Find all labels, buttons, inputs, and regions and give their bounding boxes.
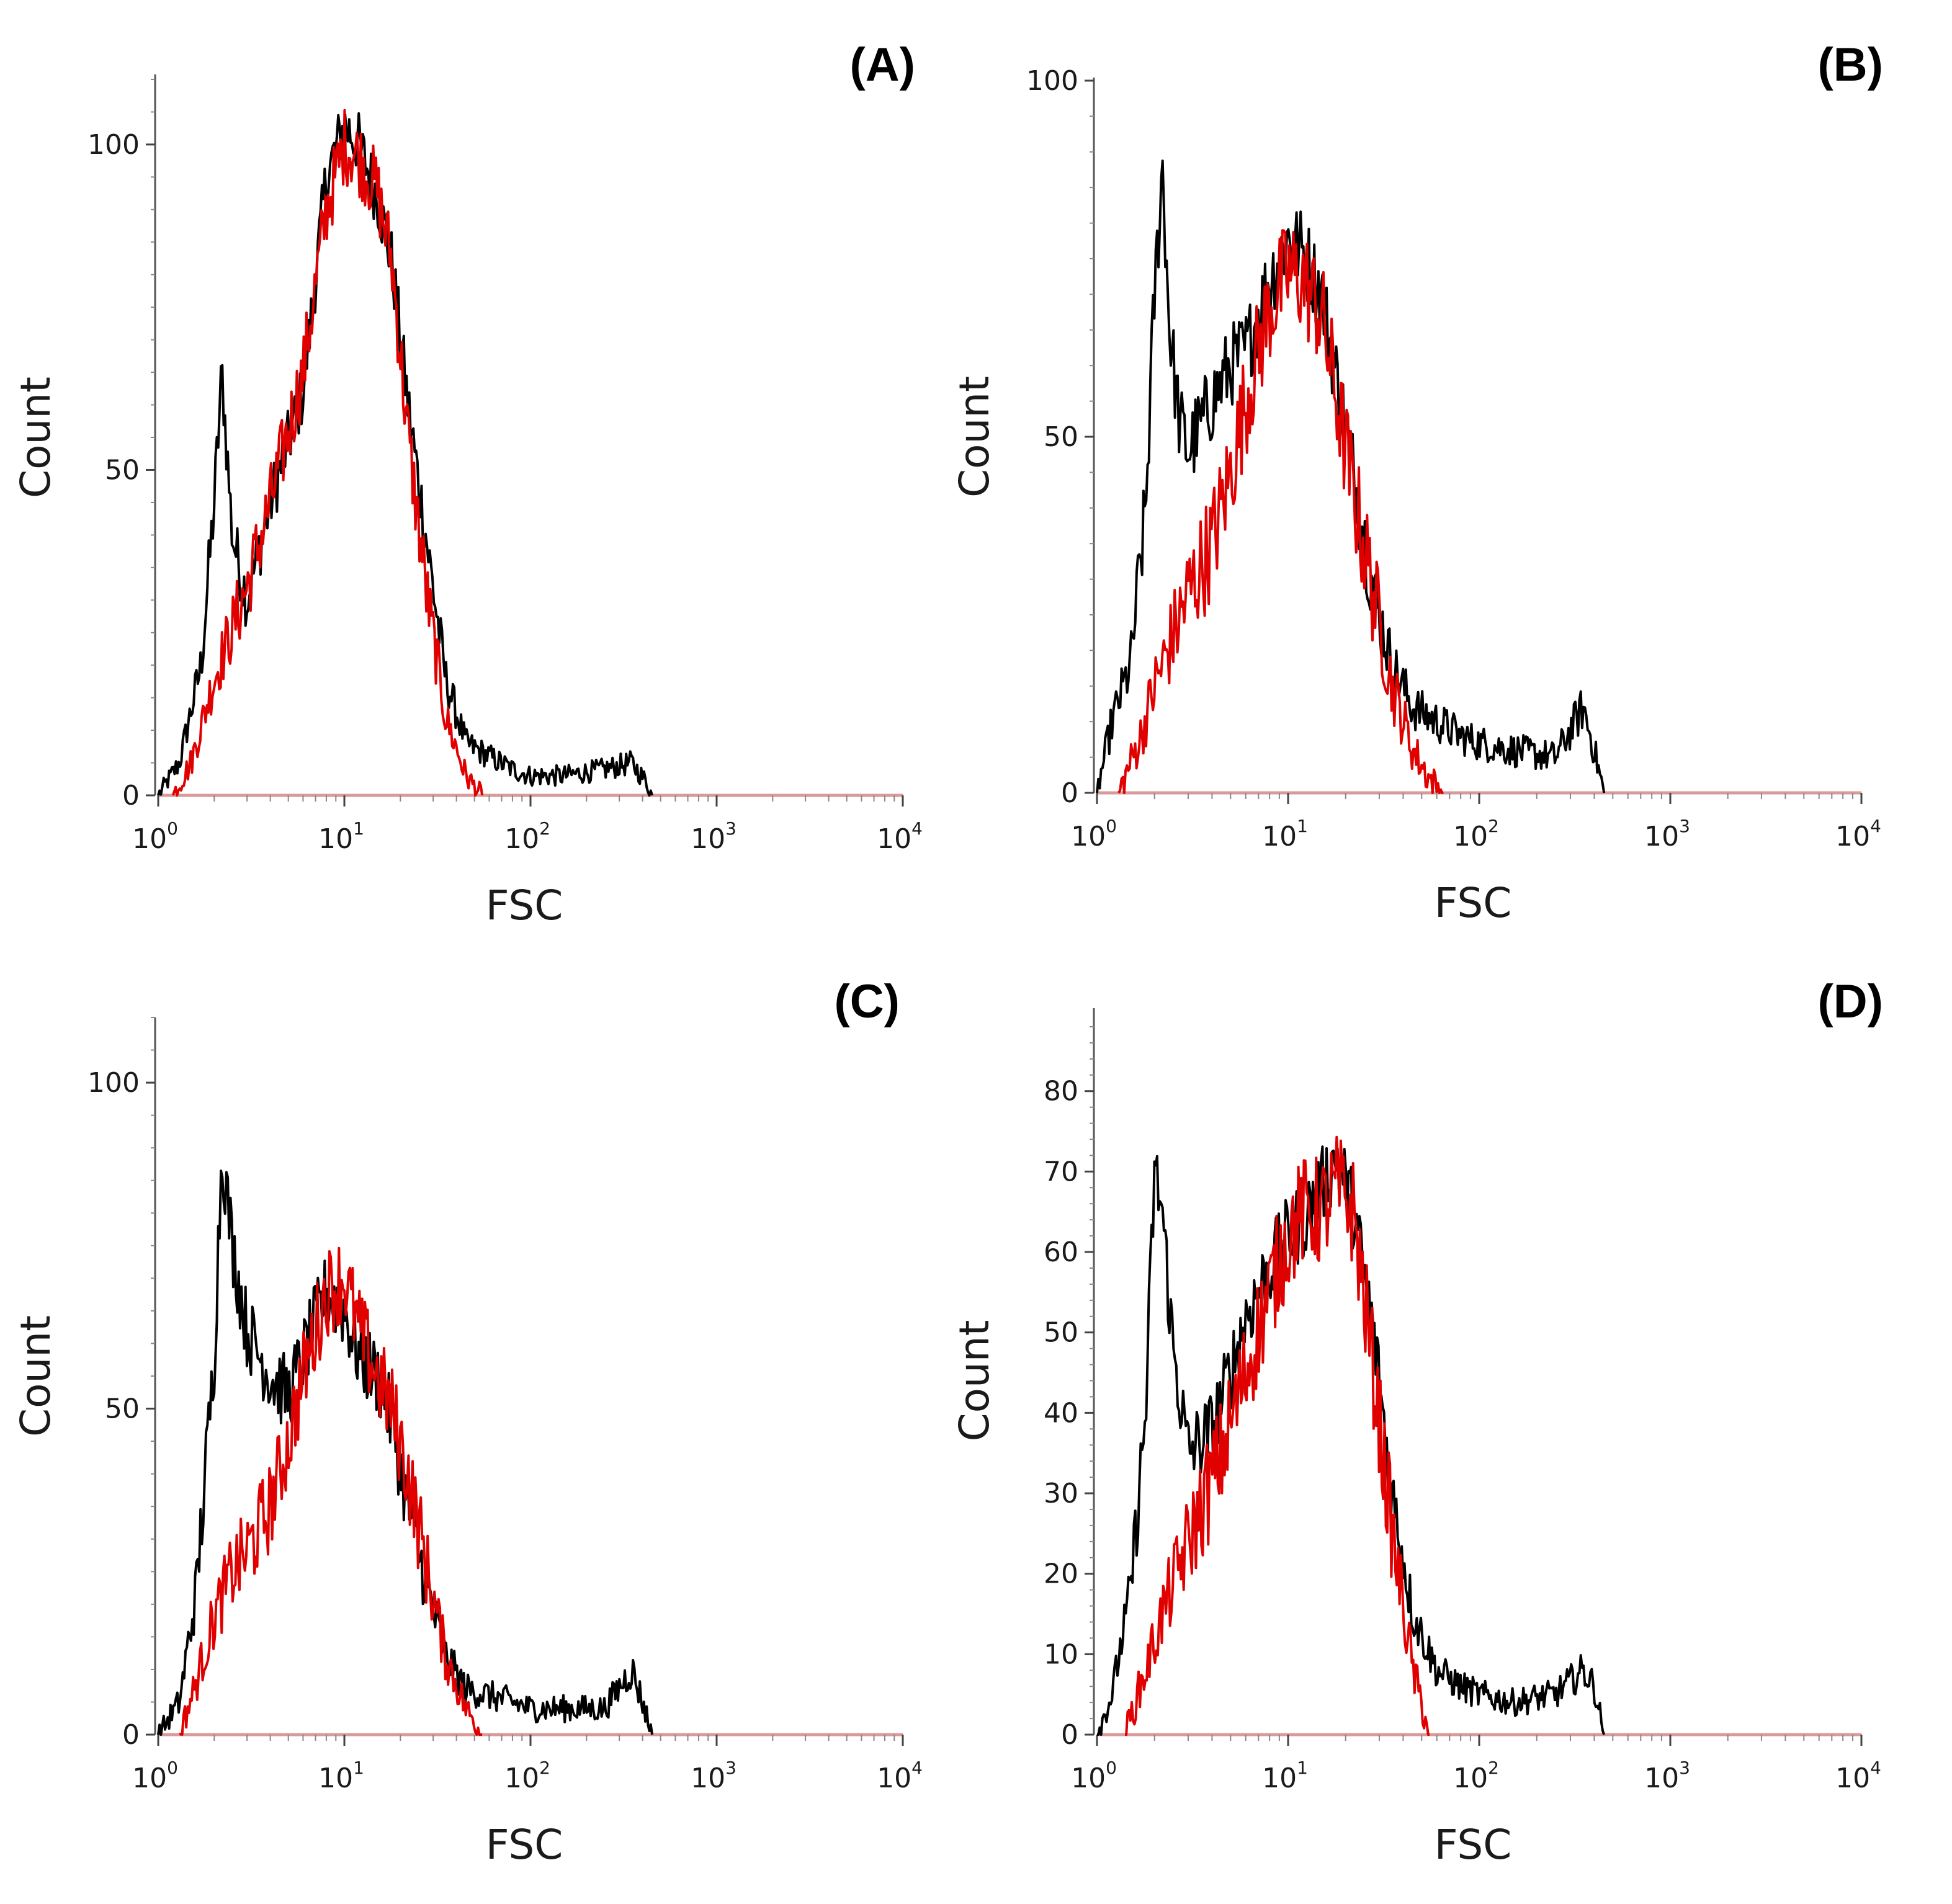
y-tick-label: 30: [1044, 1478, 1078, 1509]
y-tick-label: 50: [1044, 1317, 1078, 1349]
x-axis-title: FSC: [486, 882, 563, 929]
x-tick-label: 104: [877, 818, 923, 855]
series-line-red: [1125, 1135, 1430, 1736]
y-tick-label: 40: [1044, 1397, 1078, 1429]
y-tick-label: 10: [1044, 1638, 1078, 1670]
panel-label: (D): [1817, 975, 1883, 1028]
panel-label: (C): [834, 975, 900, 1028]
series-line-red: [1117, 229, 1444, 794]
histogram-panel-c: (C) 0 50 100 Count 100 101 102 103 104 FSC: [12, 975, 923, 1869]
x-tick-label: 103: [691, 1758, 736, 1794]
x-tick-label: 103: [1644, 1758, 1690, 1794]
x-tick-label: 100: [1071, 1758, 1117, 1794]
panel-label: (A): [849, 38, 915, 91]
y-tick-label: 80: [1044, 1076, 1078, 1107]
y-tick-label: 100: [87, 129, 140, 161]
histogram-panel-a: (A) 0 50 100 Count 100 101 102 103 104 FSC: [12, 38, 923, 929]
x-tick-label: 101: [1262, 816, 1308, 852]
x-tick-label: 102: [504, 818, 550, 855]
x-axis-title: FSC: [1435, 1821, 1512, 1869]
y-tick-label: 20: [1044, 1558, 1078, 1590]
y-tick-label: 50: [105, 454, 140, 486]
x-tick-label: 102: [1453, 816, 1499, 852]
y-tick-label: 50: [105, 1393, 140, 1425]
series-line-black: [157, 112, 653, 797]
y-tick-label: 0: [122, 1719, 140, 1751]
y-tick-label: 0: [122, 780, 140, 811]
x-tick-label: 101: [318, 818, 364, 855]
x-tick-label: 101: [318, 1758, 364, 1794]
x-tick-label: 100: [132, 818, 178, 855]
x-tick-label: 103: [1644, 816, 1690, 852]
y-tick-label: 100: [87, 1067, 140, 1099]
series-line-black: [1097, 1145, 1606, 1736]
series-line-black: [157, 1169, 653, 1736]
x-tick-label: 100: [1071, 816, 1117, 852]
histogram-panel-b: (B) 0 50 100 Count 100 101 102 103 104 FSC: [951, 38, 1883, 927]
x-tick-label: 101: [1262, 1758, 1308, 1794]
x-tick-label: 104: [877, 1758, 923, 1794]
x-axis-title: FSC: [1435, 879, 1512, 927]
y-axis-title: Count: [951, 1320, 998, 1441]
y-tick-label: 50: [1044, 421, 1078, 453]
x-tick-label: 102: [1453, 1758, 1499, 1794]
panel-label: (B): [1817, 38, 1883, 91]
x-tick-label: 104: [1835, 816, 1881, 852]
x-tick-label: 100: [132, 1758, 178, 1794]
y-axis-title: Count: [951, 376, 998, 498]
x-tick-label: 104: [1835, 1758, 1881, 1794]
y-axis-title: Count: [12, 1315, 60, 1437]
x-tick-label: 102: [504, 1758, 550, 1794]
histogram-panel-d: (D) 0 10 20 30 40 50 60 70 80 Count 100 101 102 103 104…: [951, 975, 1883, 1869]
x-axis-title: FSC: [486, 1821, 563, 1869]
series-line-red: [179, 1246, 483, 1736]
y-axis-title: Count: [12, 377, 60, 498]
y-tick-label: 70: [1044, 1156, 1078, 1187]
series-line-red: [171, 109, 484, 797]
y-tick-label: 0: [1061, 777, 1078, 809]
x-tick-label: 103: [691, 818, 736, 855]
y-tick-label: 0: [1061, 1719, 1078, 1751]
y-tick-label: 60: [1044, 1236, 1078, 1268]
y-tick-label: 100: [1026, 65, 1078, 97]
